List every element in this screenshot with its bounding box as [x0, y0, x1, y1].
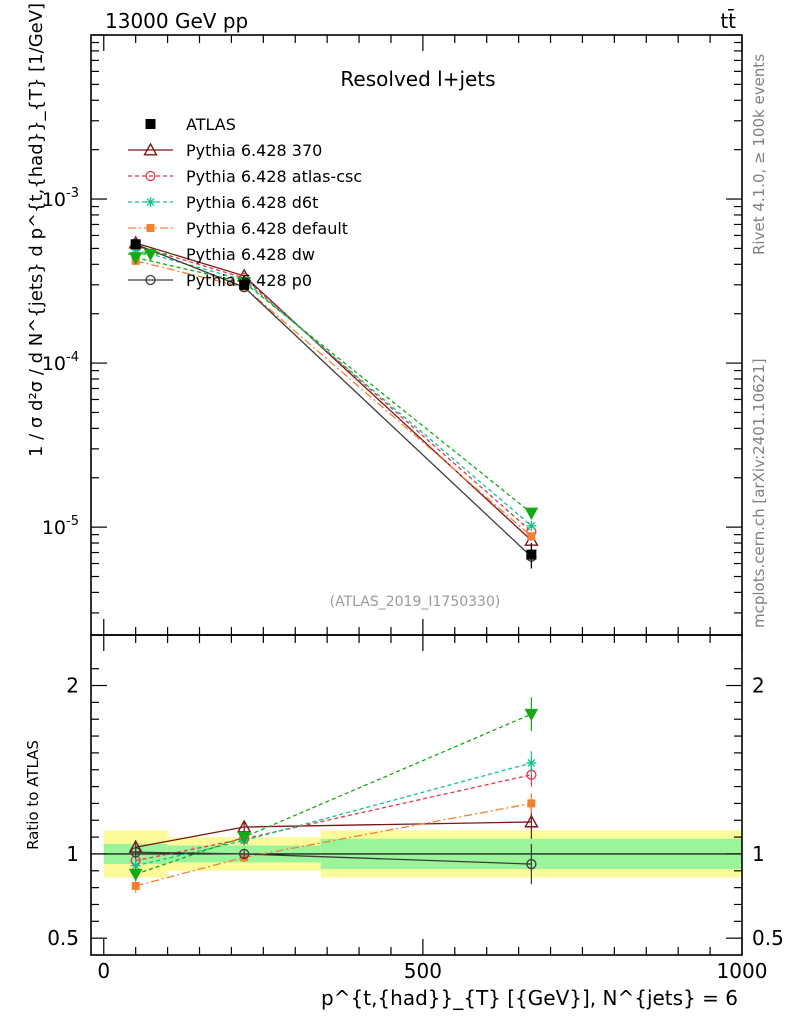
- legend-label-data: ATLAS: [186, 115, 236, 134]
- data-point: [130, 239, 141, 250]
- legend-marker-4: [143, 248, 158, 262]
- legend-label-5: Pythia 6.428 p0: [186, 271, 312, 290]
- ratio-point-3: [527, 799, 536, 808]
- mcplots-label: mcplots.cern.ch [arXiv:2401.10621]: [750, 358, 768, 628]
- analysis-tag: (ATLAS_2019_I1750330): [330, 594, 501, 610]
- legend-label-0: Pythia 6.428 370: [186, 141, 322, 160]
- ratio-point-5: [239, 848, 250, 860]
- series-line-5: [135, 243, 532, 558]
- series-point-2: [526, 520, 537, 531]
- ratio-tick-label-right: 1: [752, 842, 765, 866]
- ratio-point-4: [128, 868, 143, 882]
- marker-stroke: [146, 198, 155, 206]
- y-tick-exponent: -5: [66, 514, 79, 529]
- ratio-tick-label-right: 2: [752, 674, 765, 698]
- ratio-point-2: [130, 860, 141, 871]
- legend-marker-2: [145, 197, 156, 207]
- ratio-y-axis-label: Ratio to ATLAS: [24, 740, 42, 850]
- legend: ATLAS Pythia 6.428 370 Pythia 6.428 atlas-…: [128, 115, 362, 290]
- legend-label-2: Pythia 6.428 d6t: [186, 193, 318, 212]
- main-panel: [128, 235, 539, 569]
- ratio-panel: [91, 697, 742, 893]
- data-point: [239, 279, 250, 290]
- series-point-4: [524, 507, 539, 520]
- data-point: [526, 549, 537, 560]
- ratio-point-4: [524, 708, 539, 722]
- ratio-frame: [90, 634, 743, 956]
- legend-label-3: Pythia 6.428 default: [186, 219, 348, 238]
- ratio-tick-label-left: 2: [66, 674, 79, 698]
- ratio-point-4: [237, 831, 252, 845]
- y-tick-label: 10-5: [42, 514, 79, 539]
- y-tick-label: 10-3: [42, 186, 79, 211]
- energy-label: 13000 GeV pp: [105, 9, 248, 33]
- legend-marker-1: [145, 170, 156, 182]
- legend-label-1: Pythia 6.428 atlas-csc: [186, 167, 362, 186]
- series-point-3: [527, 532, 536, 541]
- x-axis-label: p^{t,{had}}_{T} [{GeV}], N^{jets} = 6: [321, 986, 738, 1010]
- legend-label-4: Pythia 6.428 dw: [186, 245, 315, 264]
- ratio-tick-label-left: 0.5: [47, 926, 79, 950]
- ratio-line-2: [135, 762, 532, 867]
- legend-marker-5: [145, 274, 156, 286]
- ratio-tick-label-right: 0.5: [752, 926, 784, 950]
- chart-title: Resolved l+jets: [340, 67, 495, 91]
- ratio-point-5: [526, 858, 537, 870]
- y-tick-exponent: -3: [66, 186, 79, 201]
- y-tick-label: 10-4: [42, 350, 79, 375]
- ratio-point-2: [526, 758, 537, 768]
- marker-stroke: [131, 861, 140, 870]
- legend-marker-0: [143, 142, 158, 156]
- axes: 0 500 1000 10-5 10-4 10-3 0.5 0.5 1 1 2 2: [42, 34, 784, 983]
- series-point-4: [128, 252, 143, 265]
- x-tick-label: 1000: [717, 959, 768, 983]
- y-tick-exponent: -4: [66, 350, 79, 365]
- legend-marker-3: [146, 224, 155, 232]
- ratio-tick-label-left: 1: [66, 842, 79, 866]
- ratio-point-0: [236, 819, 252, 833]
- ratio-point-5: [130, 847, 141, 858]
- series-line-4: [135, 256, 532, 514]
- ratio-point-3: [131, 881, 140, 890]
- process-label: tt̄: [720, 8, 736, 33]
- y-axis-label: 1 / σ d²σ / d N^{jets} d p^{t,{had}}_{T}…: [26, 3, 47, 457]
- marker-stroke: [527, 759, 536, 767]
- x-tick-label: 500: [404, 959, 442, 983]
- ratio-point-0: [524, 814, 539, 828]
- legend-marker-data: [145, 119, 156, 129]
- series-line-3: [135, 260, 532, 537]
- x-tick-label: 0: [97, 959, 110, 983]
- rivet-label: Rivet 4.1.0, ≥ 100k events: [750, 54, 768, 255]
- marker-stroke: [527, 521, 536, 530]
